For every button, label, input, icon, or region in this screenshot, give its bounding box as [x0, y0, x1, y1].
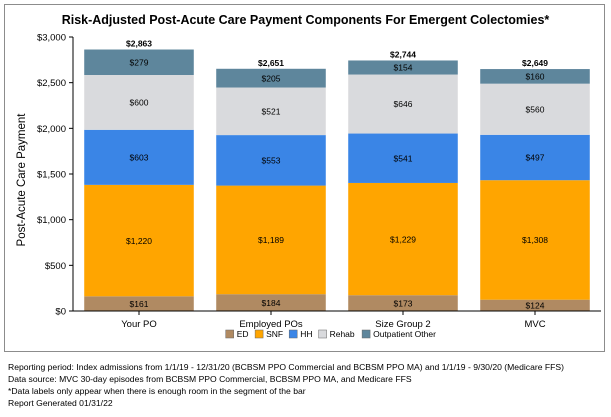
y-axis: $0 $500 $1,000 $1,500 $2,000 $2,500 $3,000 [37, 33, 74, 318]
legend-swatch [318, 329, 327, 339]
bar-segment [84, 49, 194, 75]
y-tick-label: $2,000 [37, 124, 66, 135]
segment-value-label: $1,308 [522, 235, 548, 245]
footnote-label-note: *Data labels only appear when there is e… [8, 386, 306, 396]
y-tick-label: $1,000 [37, 215, 66, 226]
segment-value-label: $184 [262, 298, 281, 308]
legend-item: Rehab [318, 329, 355, 339]
y-tick-label: $1,500 [37, 170, 66, 181]
segment-value-label: $161 [130, 299, 149, 309]
bar-segment [216, 185, 326, 295]
segment-value-label: $541 [394, 153, 413, 163]
bar-total-label: $2,651 [258, 58, 284, 68]
bar-segment [480, 134, 590, 181]
segment-value-label: $160 [526, 72, 545, 82]
bar-segment [480, 69, 590, 84]
footnote-reporting-period: Reporting period: Index admissions from … [8, 362, 564, 372]
segment-value-label: $497 [526, 153, 545, 163]
legend-label: Outpatient Other [373, 329, 436, 339]
legend-swatch [225, 329, 234, 339]
bar-total-label: $2,649 [522, 58, 548, 68]
segment-value-label: $553 [262, 156, 281, 166]
bar-segment [348, 60, 458, 75]
stacked-bar-chart: $0 $500 $1,000 $1,500 $2,000 $2,500 $3,000 Pos… [16, 33, 601, 339]
x-tick-label: Employed POs [239, 319, 303, 330]
segment-value-label: $521 [262, 106, 281, 116]
legend-label: SNF [266, 329, 283, 339]
segment-value-label: $646 [394, 99, 413, 109]
legend-swatch [254, 329, 264, 339]
bar-total-label: $2,863 [126, 39, 152, 49]
segment-value-label: $154 [394, 63, 413, 73]
bar-segment [480, 180, 590, 300]
bar-segment [216, 68, 326, 88]
bar-segment [84, 296, 194, 311]
y-tick-label: $500 [45, 261, 66, 272]
chart-title: Risk-Adjusted Post-Acute Care Payment Co… [61, 13, 550, 27]
x-tick-label: MVC [524, 319, 545, 330]
bars: $161 $1,220 $603 $600 $279 $2,863 $184 $1,189 $5… [84, 39, 590, 311]
segment-value-label: $1,189 [258, 235, 284, 245]
legend: ED SNF HH Rehab Outpatient Other [225, 329, 436, 339]
y-axis-label: Post-Acute Care Payment [16, 113, 28, 247]
legend-label: HH [300, 329, 312, 339]
footnotes: Reporting period: Index admissions from … [8, 361, 608, 409]
segment-value-label: $600 [130, 98, 149, 108]
legend-item: Outpatient Other [361, 329, 436, 339]
x-tick-label: Your PO [121, 319, 157, 330]
segment-value-label: $279 [130, 57, 149, 67]
bar-segment [84, 184, 194, 297]
chart-panel: Risk-Adjusted Post-Acute Care Payment Co… [4, 4, 605, 352]
legend-item: ED [225, 329, 249, 339]
bar-segment [84, 129, 194, 185]
y-tick-label: $3,000 [37, 33, 66, 44]
legend-swatch [361, 329, 371, 339]
bar-segment [480, 299, 590, 311]
bar-stack: $161 $1,220 $603 $600 $279 $2,863 [84, 39, 194, 311]
legend-label: ED [237, 329, 249, 339]
segment-value-label: $1,229 [390, 234, 416, 244]
bar-segment [348, 295, 458, 311]
bar-total-label: $2,744 [390, 49, 416, 59]
bar-segment [348, 133, 458, 183]
x-axis: Your PO Employed POs Size Group 2 MVC [73, 310, 601, 330]
segment-value-label: $173 [394, 298, 413, 308]
bar-segment [348, 74, 458, 134]
bar-segment [480, 83, 590, 135]
bar-segment [216, 87, 326, 136]
bar-stack: $124 $1,308 $497 $560 $160 $2,649 [480, 58, 590, 311]
footnote-report-date: Report Generated 01/31/22 [8, 398, 113, 408]
y-tick-label: $2,500 [37, 78, 66, 89]
legend-item: HH [288, 329, 312, 339]
segment-value-label: $124 [526, 301, 545, 311]
legend-label: Rehab [330, 329, 355, 339]
bar-stack: $173 $1,229 $541 $646 $154 $2,744 [348, 49, 458, 311]
x-tick-label: Size Group 2 [375, 319, 430, 330]
legend-swatch [288, 329, 298, 339]
legend-item: SNF [254, 329, 283, 339]
footnote-data-source: Data source: MVC 30-day episodes from BC… [8, 374, 412, 384]
bar-segment [84, 74, 194, 130]
segment-value-label: $1,220 [126, 236, 152, 246]
bar-segment [348, 182, 458, 296]
segment-value-label: $603 [130, 153, 149, 163]
bar-segment [216, 294, 326, 311]
y-tick-label: $0 [55, 307, 66, 318]
bar-segment [216, 135, 326, 186]
segment-value-label: $205 [262, 73, 281, 83]
bar-stack: $184 $1,189 $553 $521 $205 $2,651 [216, 58, 326, 311]
segment-value-label: $560 [526, 104, 545, 114]
